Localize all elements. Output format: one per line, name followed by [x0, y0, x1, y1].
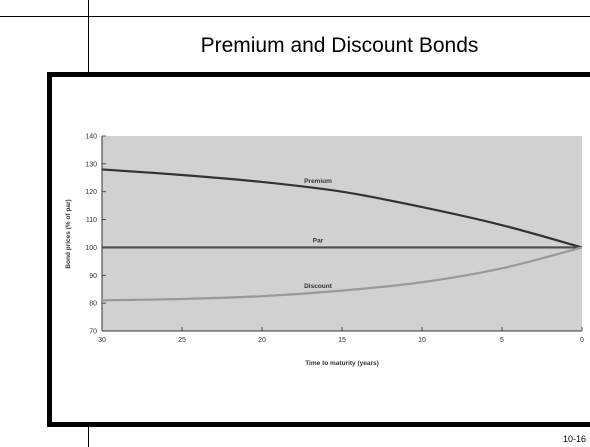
x-axis: 30 25 20 15 10 5 0 [98, 327, 584, 344]
y-tick-label: 90 [89, 273, 97, 280]
series-line-discount [101, 246, 583, 302]
x-tick-label: 30 [98, 337, 106, 344]
series-label-discount: Discount [304, 283, 333, 290]
y-tick-label: 100 [85, 245, 97, 252]
bond-price-chart: 70 80 90 100 110 120 130 140 30 25 20 15 10 5 0 Premi… [65, 134, 584, 368]
slide-top-rule [0, 16, 590, 17]
y-tick-label: 120 [85, 189, 97, 196]
y-tick-label: 70 [89, 329, 97, 336]
x-tick-label: 5 [500, 337, 504, 344]
x-tick-label: 15 [338, 337, 346, 344]
y-tick-label: 80 [89, 301, 97, 308]
x-tick-label: 10 [418, 337, 426, 344]
series-label-premium: Premium [304, 178, 332, 185]
series-layer [101, 168, 583, 302]
series-labels: Premium Par Discount [304, 178, 333, 290]
y-tick-label: 140 [85, 134, 97, 141]
x-axis-label: Time to maturity (years) [305, 360, 379, 367]
x-tick-label: 0 [580, 337, 584, 344]
y-tick-label: 110 [86, 217, 97, 224]
x-tick-label: 20 [258, 337, 266, 344]
slide-title: Premium and Discount Bonds [200, 34, 479, 57]
y-tick-label: 130 [85, 161, 97, 168]
slide-number: 10-16 [563, 434, 587, 444]
y-axis-label: Bond prices (% of par) [65, 199, 72, 268]
x-tick-label: 25 [178, 337, 186, 344]
plot-area [102, 136, 582, 331]
series-label-par: Par [313, 237, 324, 244]
series-line-premium [101, 168, 583, 249]
